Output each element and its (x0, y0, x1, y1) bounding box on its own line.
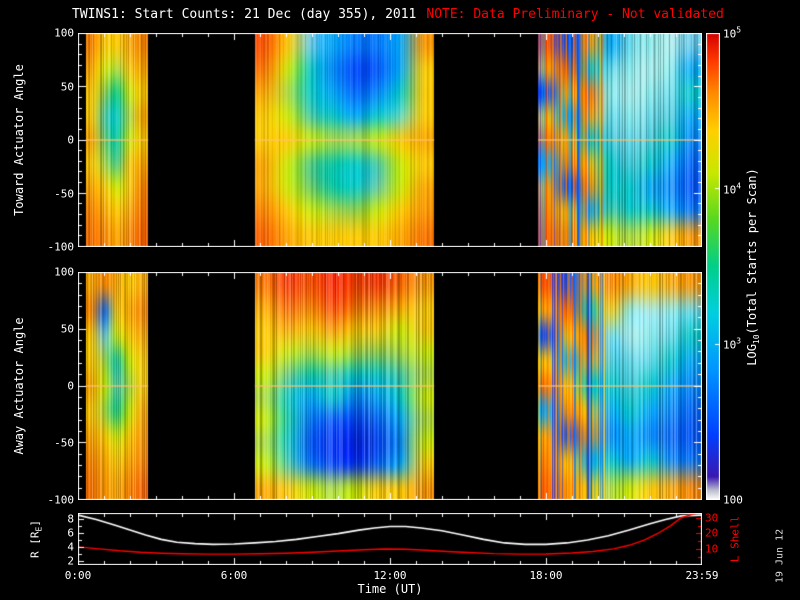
y-tick-label: -50 (54, 187, 74, 200)
date-stamp: 19 Jun 12 (774, 528, 786, 584)
r-tick-label: 8 (67, 512, 74, 526)
away-axis-label: Away Actuator Angle (12, 317, 26, 455)
toward-axis-label: Toward Actuator Angle (12, 64, 26, 216)
r-axis-label: R [RE] (28, 520, 44, 558)
y-tick-label: 0 (67, 379, 74, 393)
x-tick-label: 23:59 (685, 569, 719, 582)
r-tick-label: 2 (67, 554, 74, 568)
y-tick-label: 50 (60, 322, 74, 336)
y-tick-label: 0 (67, 133, 74, 147)
lshell-tick-label: 30 (705, 511, 719, 525)
lshell-tick-label: 20 (705, 526, 719, 540)
y-tick-label: -50 (54, 436, 74, 450)
r-tick-label: 6 (67, 526, 74, 540)
y-tick-label: -100 (47, 493, 75, 507)
x-tick-label: 0:00 (64, 569, 92, 582)
y-tick-label: 100 (54, 26, 74, 40)
colorbar-tick-label: 104 (723, 181, 742, 196)
colorbar-tick-label: 103 (723, 337, 742, 352)
y-tick-label: 50 (60, 80, 74, 93)
orbit-line-panel-canvas (78, 513, 702, 565)
x-tick-label: 18:00 (529, 569, 563, 582)
toward-spectrogram-canvas (78, 33, 702, 247)
plot-title-row: TWINS1: Start Counts: 21 Dec (day 355), … (72, 7, 724, 22)
x-tick-label: 12:00 (373, 569, 407, 582)
r-tick-label: 4 (67, 540, 74, 554)
colorbar-canvas (706, 33, 720, 500)
time-axis-label: Time (UT) (357, 582, 423, 596)
away-spectrogram-canvas (78, 272, 702, 500)
lshell-tick-label: 10 (705, 542, 719, 556)
plot-title: TWINS1: Start Counts: 21 Dec (day 355), … (72, 7, 417, 22)
y-tick-label: -100 (47, 240, 75, 254)
colorbar-label: LOG10(Total Starts per Scan) (744, 168, 762, 366)
colorbar-tick-label: 105 (723, 25, 742, 41)
lshell-axis-label: L Shell (728, 515, 742, 563)
y-tick-label: 100 (54, 265, 74, 279)
colorbar-tick-label: 100 (723, 493, 743, 507)
preliminary-note: NOTE: Data Preliminary - Not validated (426, 7, 724, 22)
x-tick-label: 6:00 (220, 569, 248, 582)
